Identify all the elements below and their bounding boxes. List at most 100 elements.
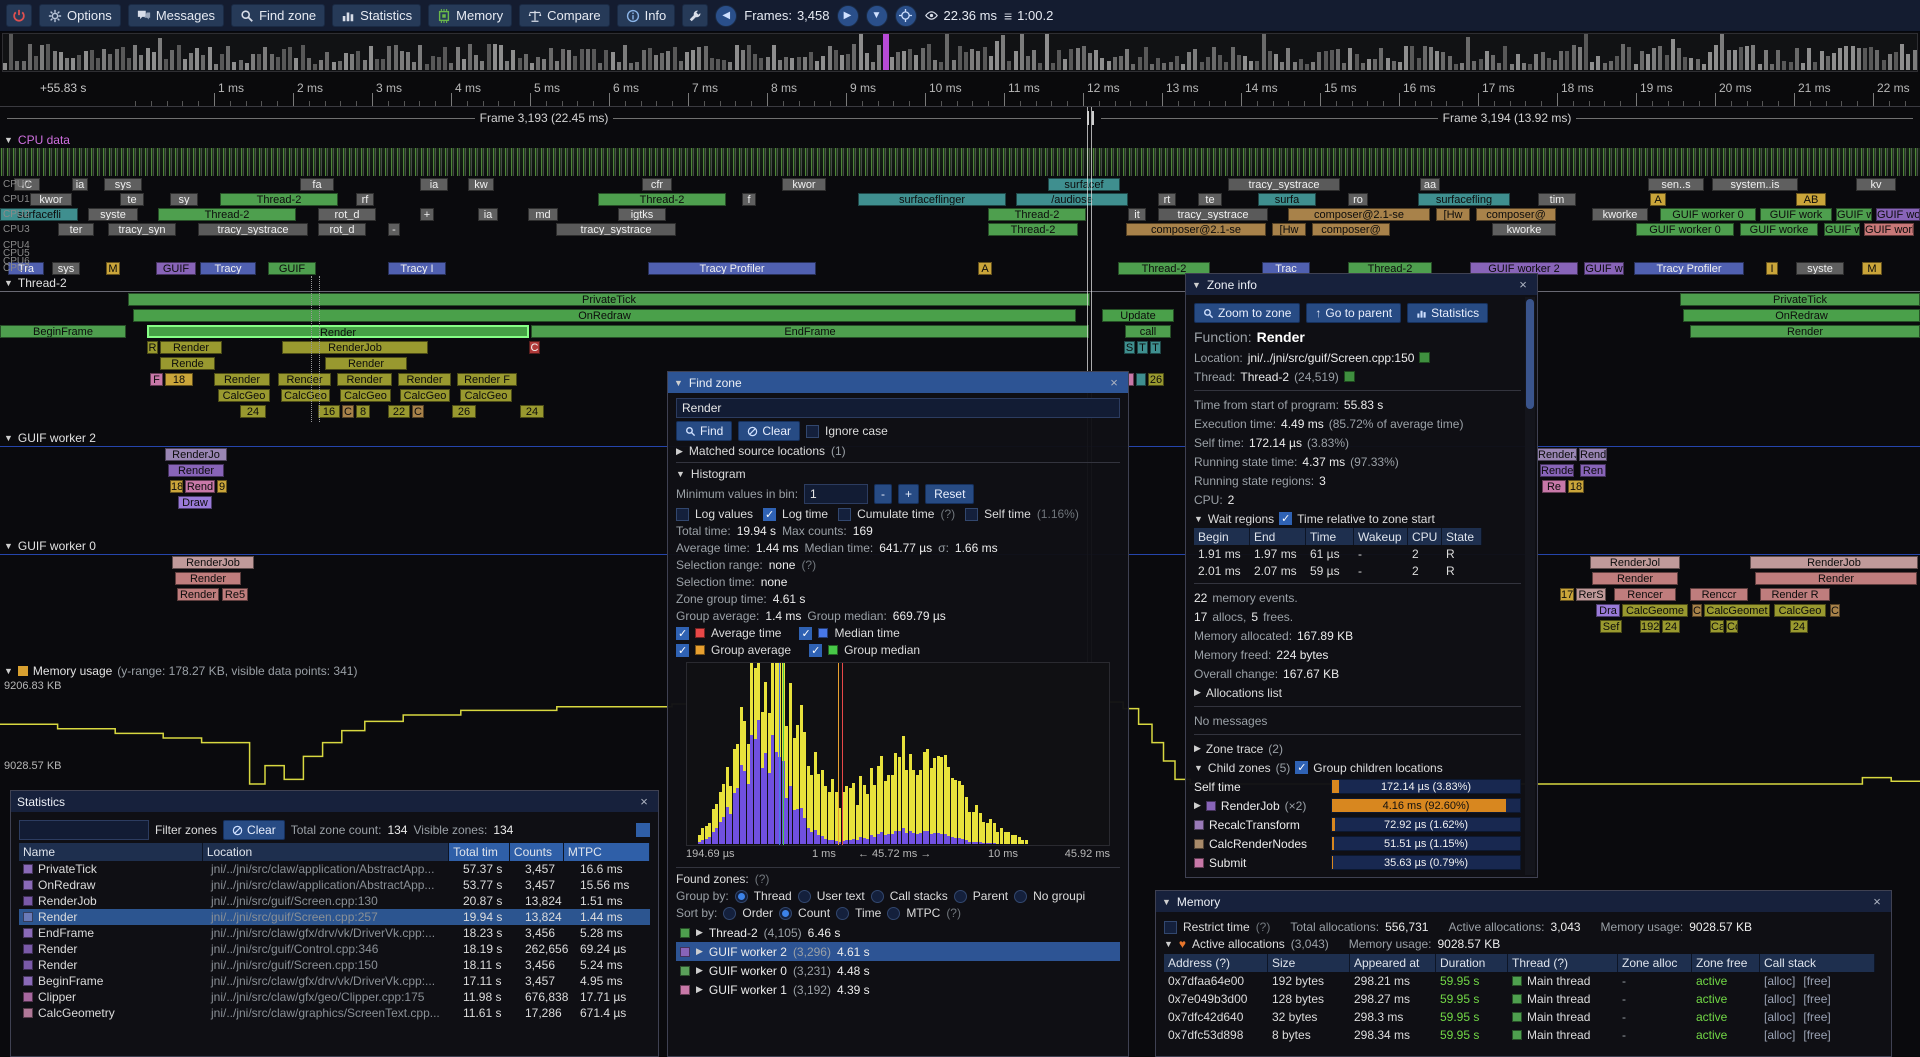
frame-bar[interactable]	[802, 57, 807, 70]
frame-bar[interactable]	[1305, 64, 1309, 70]
frame-bar[interactable]	[1838, 48, 1843, 70]
frame-bar[interactable]	[1869, 47, 1874, 70]
timeline-zone[interactable]: 26	[1148, 373, 1164, 386]
frame-bar[interactable]	[1745, 46, 1750, 70]
frame-bar[interactable]	[1267, 51, 1272, 70]
scrollbar-thumb[interactable]	[1526, 299, 1534, 409]
table-row[interactable]: BeginFrame jni/../jni/src/claw/gfx/drv/vk…	[19, 973, 650, 989]
frame-bar[interactable]	[753, 54, 758, 70]
timeline-zone[interactable]: Render	[1592, 572, 1678, 585]
sort-by-radio[interactable]	[723, 906, 737, 920]
frame-bar[interactable]	[424, 64, 429, 70]
timeline-zone[interactable]: cfr	[642, 178, 672, 191]
frame-bar[interactable]	[1565, 51, 1570, 70]
frame-bar[interactable]	[920, 48, 925, 70]
time-relative-checkbox[interactable]	[1279, 512, 1293, 525]
frame-bar[interactable]	[1584, 34, 1588, 70]
frame-bar[interactable]	[1150, 64, 1154, 70]
frame-bar[interactable]	[1460, 63, 1464, 70]
timeline-zone[interactable]: OnRedraw	[133, 309, 1076, 322]
sort-by-radio[interactable]	[836, 906, 850, 920]
wait-region-row[interactable]: 1.91 ms 1.97 ms 61 µs - 2 R	[1194, 545, 1521, 562]
frame-bar[interactable]	[771, 45, 776, 70]
alloc-call-stack-link[interactable]: [alloc]	[1764, 1010, 1796, 1024]
frame-bar[interactable]	[9, 34, 14, 70]
alloc-call-stack-link[interactable]: [alloc]	[1764, 974, 1796, 988]
frame-bar[interactable]	[1013, 51, 1018, 70]
thread-section-header[interactable]: ▼ Thread-2	[4, 276, 67, 290]
timeline-zone[interactable]: tim	[1538, 193, 1576, 206]
table-row[interactable]: Render jni/../jni/src/guif/Screen.cpp:150…	[19, 957, 650, 973]
timeline-zone[interactable]: surfacefling	[1418, 193, 1510, 206]
timeline-zone[interactable]: T	[1150, 341, 1161, 354]
timeline-zone[interactable]: Render	[325, 357, 407, 370]
timeline-zone[interactable]: surfaceflinger	[858, 193, 1006, 206]
frame-bar[interactable]	[1503, 46, 1508, 70]
frame-bar[interactable]	[592, 49, 596, 70]
timeline-zone[interactable]: RenderJob	[282, 341, 428, 354]
timeline-zone[interactable]: Rende	[160, 357, 215, 370]
close-icon[interactable]: ×	[1873, 894, 1881, 909]
timeline-zone[interactable]: sen..s	[1648, 178, 1704, 191]
cpu-data-section-header[interactable]: ▼ CPU data	[4, 133, 70, 147]
frame-bar[interactable]	[52, 51, 57, 70]
find-zone-titlebar[interactable]: ▼ Find zone ×	[668, 372, 1128, 393]
checkbox[interactable]	[838, 507, 852, 521]
power-button[interactable]	[6, 4, 32, 27]
frame-bar[interactable]	[1112, 57, 1117, 70]
frame-bar[interactable]	[1007, 61, 1012, 70]
frame-bar[interactable]	[443, 47, 448, 70]
table-row[interactable]: PrivateTick jni/../jni/src/claw/applicati…	[19, 861, 650, 877]
filter-zones-input[interactable]	[19, 820, 149, 840]
frame-bar[interactable]	[393, 45, 398, 70]
group-by-radio[interactable]	[870, 889, 884, 903]
frame-bar[interactable]	[914, 55, 919, 70]
frame-bar[interactable]	[294, 58, 299, 70]
timeline-zone[interactable]: te	[1198, 193, 1222, 206]
column-header[interactable]: Counts	[509, 843, 564, 861]
timeline-zone[interactable]: fa	[300, 178, 334, 191]
frame-bar[interactable]	[623, 45, 627, 70]
collapse-arrow-icon[interactable]: ▼	[674, 377, 683, 388]
frame-bar[interactable]	[554, 61, 559, 70]
frame-bar[interactable]	[226, 46, 231, 70]
timeline-zone[interactable]: Thread-2	[220, 193, 338, 206]
frame-bar[interactable]	[1608, 61, 1613, 70]
frame-bar[interactable]	[926, 44, 931, 70]
thread-section-header[interactable]: ▼ GUIF worker 0	[4, 539, 96, 553]
timeline-zone[interactable]: PrivateTick	[1680, 293, 1920, 306]
frame-bar[interactable]	[1298, 59, 1303, 70]
timeline-zone[interactable]: R	[147, 341, 158, 354]
frame-bar[interactable]	[1100, 58, 1105, 70]
timeline-zone[interactable]: Render	[175, 572, 241, 585]
zone-trace-toggle[interactable]: ▶ Zone trace (2)	[1194, 739, 1521, 758]
timeline-zone[interactable]: GUIF work	[1760, 208, 1832, 221]
timeline-zone[interactable]: Tracy I	[388, 262, 446, 275]
frame-bar[interactable]	[1075, 48, 1080, 70]
timeline-zone[interactable]: tracy_systrace	[1158, 208, 1268, 221]
timeline-zone[interactable]: S	[1124, 341, 1135, 354]
frame-bar[interactable]	[542, 59, 547, 70]
frame-bar[interactable]	[1243, 56, 1247, 70]
frame-bar[interactable]	[1261, 34, 1266, 70]
frame-bar[interactable]	[1639, 51, 1644, 70]
frame-bar[interactable]	[1236, 55, 1241, 70]
frame-bar[interactable]	[1621, 44, 1626, 70]
frame-bar[interactable]	[1230, 47, 1235, 70]
frame-bar[interactable]	[300, 45, 305, 70]
frame-bar[interactable]	[1763, 50, 1768, 70]
frame-bar[interactable]	[71, 58, 76, 70]
timeline-zone[interactable]: kwor	[30, 193, 72, 206]
frame-bar[interactable]	[1900, 44, 1905, 70]
timeline-zone[interactable]: AB	[1796, 193, 1826, 206]
timeline-zone[interactable]: RenderJo	[165, 448, 227, 461]
frame-bar[interactable]	[1590, 62, 1595, 70]
frame-bar[interactable]	[3, 63, 7, 70]
sort-by-radio[interactable]	[779, 906, 793, 920]
clear-button[interactable]: Clear	[738, 421, 801, 441]
frame-bar[interactable]	[1410, 46, 1415, 70]
frame-bar[interactable]	[1472, 61, 1477, 70]
frame-bar[interactable]	[1708, 52, 1712, 70]
timeline-zone[interactable]: 17	[1560, 588, 1574, 601]
frame-bar[interactable]	[908, 49, 913, 70]
